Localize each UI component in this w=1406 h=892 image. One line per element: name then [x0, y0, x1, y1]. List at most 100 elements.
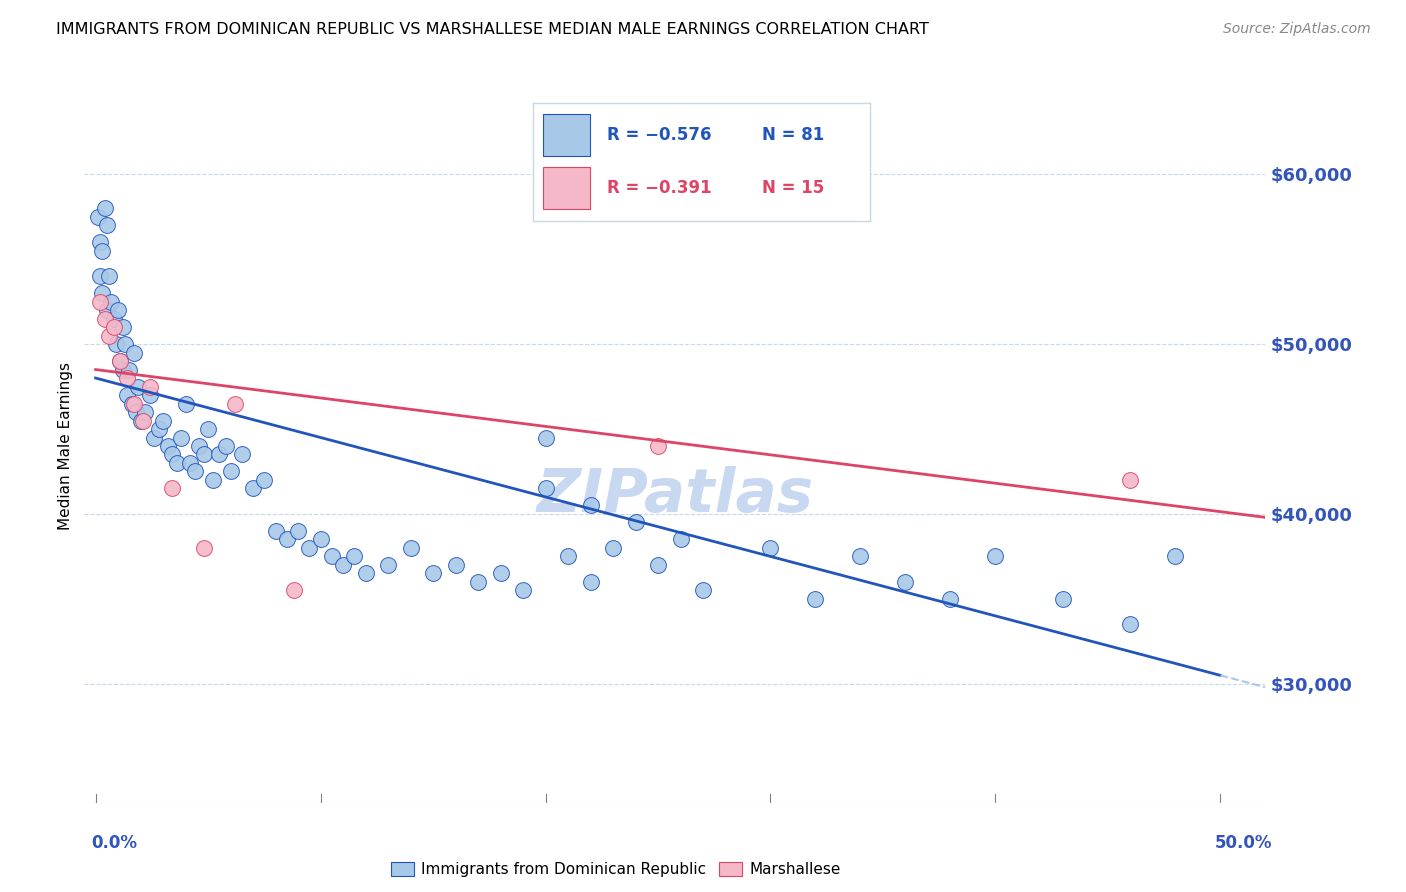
Legend: Immigrants from Dominican Republic, Marshallese: Immigrants from Dominican Republic, Mars…	[391, 863, 841, 877]
Text: 50.0%: 50.0%	[1215, 834, 1272, 852]
Point	[354, 566, 377, 581]
Point	[224, 396, 246, 410]
Point	[1119, 473, 1142, 487]
Point	[939, 591, 962, 606]
Point	[264, 524, 287, 538]
Point	[242, 482, 264, 496]
Point	[110, 354, 132, 368]
Point	[534, 430, 557, 444]
Point	[118, 362, 141, 376]
Text: ZIPatlas: ZIPatlas	[536, 467, 814, 525]
Point	[138, 388, 160, 402]
Point	[984, 549, 1007, 564]
Point	[104, 337, 127, 351]
Point	[444, 558, 467, 572]
Text: IMMIGRANTS FROM DOMINICAN REPUBLIC VS MARSHALLESE MEDIAN MALE EARNINGS CORRELATI: IMMIGRANTS FROM DOMINICAN REPUBLIC VS MA…	[56, 22, 929, 37]
Point	[512, 583, 534, 598]
Point	[276, 533, 298, 547]
Point	[183, 465, 205, 479]
Point	[849, 549, 872, 564]
Point	[759, 541, 782, 555]
Point	[669, 533, 692, 547]
Point	[160, 482, 183, 496]
Y-axis label: Median Male Earnings: Median Male Earnings	[58, 362, 73, 530]
Point	[89, 294, 111, 309]
Point	[647, 439, 669, 453]
Point	[125, 405, 148, 419]
Point	[197, 422, 219, 436]
Point	[134, 405, 156, 419]
Point	[602, 541, 624, 555]
Point	[96, 303, 118, 318]
Point	[624, 516, 647, 530]
Point	[647, 558, 669, 572]
Point	[122, 396, 145, 410]
Point	[110, 354, 132, 368]
Point	[91, 244, 114, 258]
Point	[399, 541, 422, 555]
Point	[89, 269, 111, 284]
Point	[377, 558, 399, 572]
Point	[579, 499, 602, 513]
Point	[489, 566, 512, 581]
Point	[253, 473, 276, 487]
Point	[557, 549, 579, 564]
Point	[208, 448, 231, 462]
Point	[111, 362, 134, 376]
Point	[166, 456, 188, 470]
Point	[160, 448, 183, 462]
Point	[309, 533, 332, 547]
Point	[121, 396, 143, 410]
Point	[152, 413, 174, 427]
Point	[219, 465, 242, 479]
Point	[87, 210, 110, 224]
Point	[193, 448, 215, 462]
Point	[201, 473, 224, 487]
Point	[115, 388, 138, 402]
Point	[114, 337, 136, 351]
Point	[115, 371, 138, 385]
Point	[579, 574, 602, 589]
Point	[692, 583, 714, 598]
Point	[100, 294, 122, 309]
Point	[894, 574, 917, 589]
Point	[332, 558, 354, 572]
Point	[343, 549, 366, 564]
Point	[143, 430, 166, 444]
Point	[132, 413, 155, 427]
Point	[467, 574, 489, 589]
Point	[283, 583, 305, 598]
Point	[91, 286, 114, 301]
Point	[93, 311, 115, 326]
Point	[148, 422, 170, 436]
Point	[321, 549, 343, 564]
Point	[138, 379, 160, 393]
Point	[96, 218, 118, 232]
Point	[98, 269, 121, 284]
Point	[215, 439, 238, 453]
Point	[1164, 549, 1187, 564]
Point	[804, 591, 827, 606]
Point	[1052, 591, 1074, 606]
Point	[231, 448, 253, 462]
Point	[534, 482, 557, 496]
Point	[127, 379, 149, 393]
Text: Source: ZipAtlas.com: Source: ZipAtlas.com	[1223, 22, 1371, 37]
Point	[89, 235, 111, 249]
Point	[103, 311, 125, 326]
Point	[193, 541, 215, 555]
Point	[174, 396, 197, 410]
Point	[107, 303, 129, 318]
Point	[156, 439, 179, 453]
Point	[93, 201, 115, 215]
Point	[170, 430, 193, 444]
Point	[287, 524, 309, 538]
Point	[111, 320, 134, 334]
Point	[298, 541, 321, 555]
Point	[179, 456, 201, 470]
Point	[422, 566, 444, 581]
Point	[98, 328, 121, 343]
Text: 0.0%: 0.0%	[91, 834, 138, 852]
Point	[1119, 617, 1142, 632]
Point	[122, 345, 145, 359]
